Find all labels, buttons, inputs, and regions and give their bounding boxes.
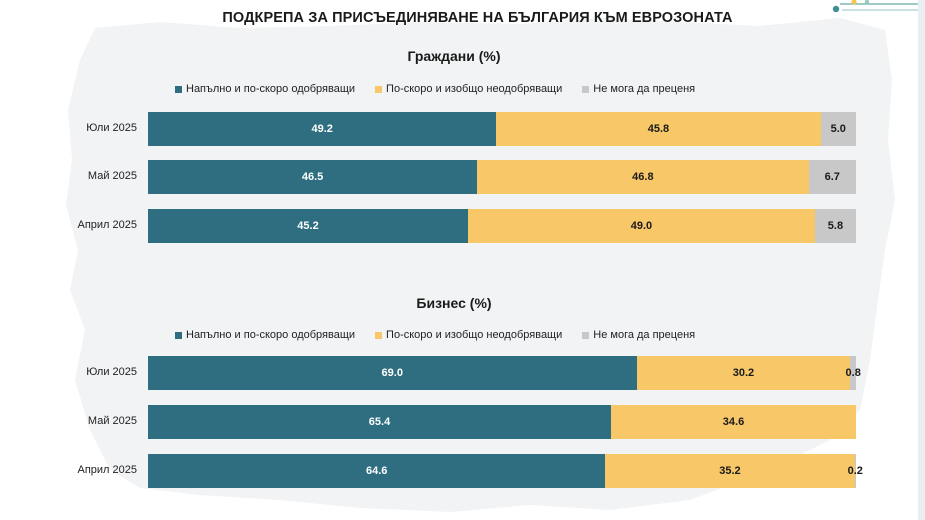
category-label: Април 2025 (77, 219, 137, 231)
legend-item-agree: Напълно и по-скоро одобряващи (175, 83, 355, 95)
bar-segment-unsure: 0.8 (846, 356, 861, 390)
stacked-bar: 65.4 34.6 (148, 405, 856, 439)
data-label: 65.4 (368, 416, 391, 428)
legend-label-disagree: По-скоро и изобщо неодобряващи (386, 83, 563, 95)
legend-citizens: Напълно и по-скоро одобряващи По-скоро и… (175, 82, 715, 96)
legend-label-agree: Напълно и по-скоро одобряващи (186, 83, 356, 95)
stacked-bar: 64.6 35.2 0.2 (148, 454, 863, 488)
legend-item-unsure: Не мога да преценя (582, 329, 695, 341)
legend-swatch-agree (175, 331, 182, 339)
data-label: 0.2 (847, 465, 863, 477)
legend-item-disagree: По-скоро и изобщо неодобряващи (375, 83, 562, 95)
bar-segment-unsure: 0.2 (848, 454, 863, 488)
data-label: 45.2 (297, 220, 319, 232)
legend-business: Напълно и по-скоро одобряващи По-скоро и… (175, 328, 715, 342)
panel-title-business: Бизнес (%) (416, 295, 492, 311)
legend-item-unsure: Не мога да преценя (582, 83, 695, 95)
data-label: 0.8 (845, 367, 861, 379)
legend-swatch-disagree (375, 85, 383, 93)
bar-segment-disagree: 30.2 (636, 356, 851, 390)
decorative-lines-icon (832, 0, 918, 13)
bar-segment-agree: 49.2 (148, 112, 497, 146)
bar-segment-agree: 45.2 (148, 209, 469, 243)
bar-segment-disagree: 45.8 (496, 112, 821, 146)
bar-segment-disagree: 46.8 (477, 160, 809, 194)
data-label: 49.0 (630, 220, 653, 232)
stacked-bar: 49.2 45.8 5.0 (148, 112, 856, 146)
legend-item-disagree: По-скоро и изобщо неодобряващи (375, 329, 562, 341)
legend-swatch-unsure (582, 85, 590, 93)
bar-segment-agree: 65.4 (148, 405, 612, 439)
panel-title-citizens: Граждани (%) (407, 48, 501, 64)
legend-swatch-agree (175, 85, 182, 93)
bar-segment-unsure: 6.7 (808, 160, 856, 194)
data-label: 64.6 (365, 465, 388, 477)
chart-main-title: ПОДКРЕПА ЗА ПРИСЪЕДИНЯВАНЕ НА БЪЛГАРИЯ К… (222, 10, 733, 26)
category-label: Юли 2025 (86, 122, 137, 134)
data-label: 5.0 (830, 123, 846, 135)
data-label: 34.6 (722, 416, 745, 428)
bar-segment-unsure: 5.8 (814, 209, 856, 243)
legend-swatch-unsure (582, 331, 590, 339)
data-label: 35.2 (719, 465, 741, 477)
right-edge-strip (918, 0, 925, 520)
bar-segment-agree: 46.5 (148, 160, 478, 194)
stacked-bar: 46.5 46.8 6.7 (148, 160, 856, 194)
category-label: Април 2025 (77, 464, 137, 476)
bar-segment-disagree: 49.0 (468, 209, 815, 243)
category-label: Май 2025 (87, 415, 137, 427)
legend-label-unsure: Не мога да преценя (593, 83, 696, 95)
legend-item-agree: Напълно и по-скоро одобряващи (175, 329, 355, 341)
data-label: 30.2 (732, 367, 755, 379)
data-label: 49.2 (311, 123, 333, 135)
category-label: Юли 2025 (86, 366, 137, 378)
data-label: 5.8 (827, 220, 844, 232)
legend-label-disagree: По-скоро и изобщо неодобряващи (386, 329, 563, 341)
data-label: 46.5 (301, 171, 324, 183)
bar-segment-disagree: 35.2 (605, 454, 855, 488)
data-label: 46.8 (632, 171, 654, 183)
category-label: Май 2025 (87, 170, 137, 182)
bar-segment-disagree: 34.6 (611, 405, 856, 439)
stacked-bar: 45.2 49.0 5.8 (148, 209, 856, 243)
legend-swatch-disagree (375, 331, 383, 339)
data-label: 45.8 (647, 123, 670, 135)
bar-segment-agree: 69.0 (148, 356, 637, 390)
bar-segment-unsure: 5.0 (820, 112, 856, 146)
legend-label-unsure: Не мога да преценя (593, 329, 696, 341)
data-label: 6.7 (824, 171, 840, 183)
stacked-bar: 69.0 30.2 0.8 (148, 356, 861, 390)
data-label: 69.0 (381, 367, 403, 379)
legend-label-agree: Напълно и по-скоро одобряващи (186, 329, 356, 341)
bar-segment-agree: 64.6 (148, 454, 606, 488)
